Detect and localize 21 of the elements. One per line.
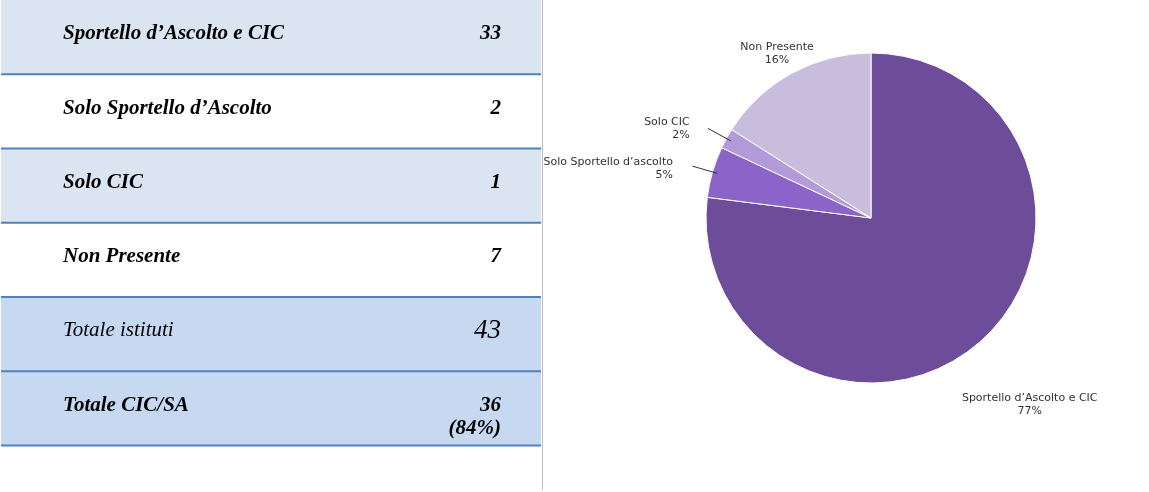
slice-label: Solo Sportello d’ascolto	[543, 155, 674, 169]
data-label: 5%	[655, 168, 673, 182]
pie-slice	[705, 52, 1037, 384]
category-label: Solo Sportello d’Ascolto	[63, 94, 272, 119]
data-label: 16%	[764, 53, 790, 67]
category-label: Solo CIC	[63, 168, 144, 193]
slice-label: Sportello d’Ascolto e CIC	[961, 391, 1098, 405]
text: 7	[490, 243, 501, 268]
text: 2	[490, 94, 501, 119]
text: 1	[490, 168, 501, 193]
text: 36 (84%)	[448, 391, 501, 439]
slice-label: Solo CIC	[644, 114, 691, 128]
category-label: Non Presente	[62, 243, 181, 268]
category-label: Sportello d’Ascolto e CIC	[63, 20, 286, 45]
text: 43	[474, 314, 501, 345]
slice-label: Non Presente	[740, 40, 815, 54]
category-label: Totale CIC/SA	[63, 391, 189, 416]
data-label: 2%	[672, 127, 690, 141]
data-label: 77%	[1017, 404, 1042, 418]
text: 33	[480, 20, 501, 45]
category-label: Totale istituti	[63, 317, 174, 342]
